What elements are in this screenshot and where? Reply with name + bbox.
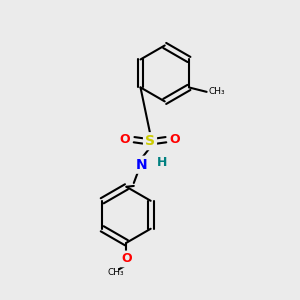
Text: CH₃: CH₃ <box>108 268 124 277</box>
Text: O: O <box>170 133 180 146</box>
Text: N: N <box>135 158 147 172</box>
Text: CH₃: CH₃ <box>208 87 225 96</box>
Text: O: O <box>121 252 132 266</box>
Text: O: O <box>120 133 130 146</box>
Text: S: S <box>145 134 155 148</box>
Text: H: H <box>158 156 168 169</box>
